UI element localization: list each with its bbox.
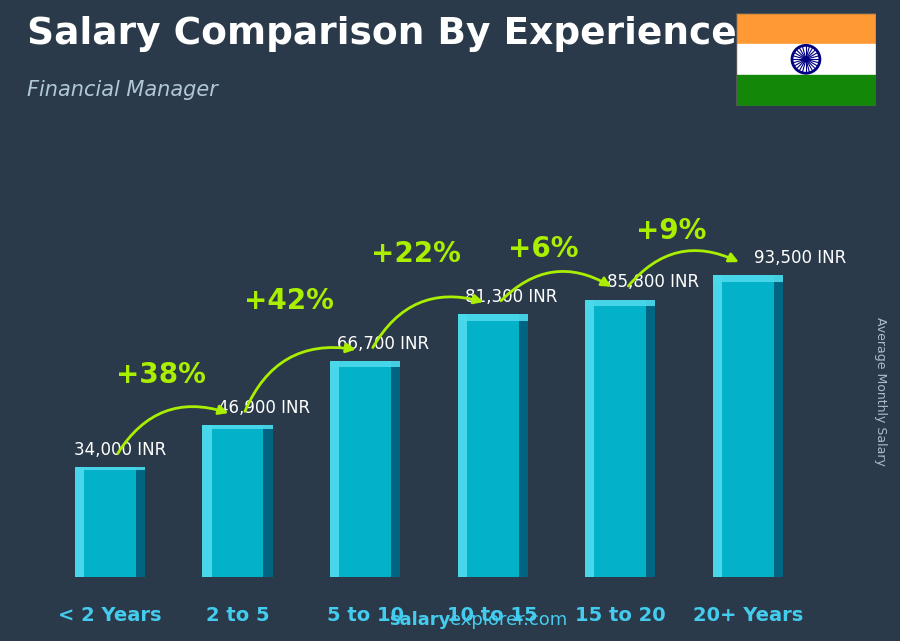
Bar: [713, 274, 783, 282]
Bar: [202, 425, 273, 577]
Bar: [391, 362, 401, 577]
Text: 15 to 20: 15 to 20: [575, 606, 665, 625]
Bar: [518, 314, 527, 577]
Text: 2 to 5: 2 to 5: [206, 606, 269, 625]
Text: Average Monthly Salary: Average Monthly Salary: [874, 317, 886, 465]
Text: +9%: +9%: [636, 217, 706, 245]
Text: 5 to 10: 5 to 10: [327, 606, 403, 625]
Bar: [457, 314, 527, 320]
Bar: [75, 467, 84, 577]
Text: +22%: +22%: [371, 240, 461, 269]
Text: 85,800 INR: 85,800 INR: [608, 274, 699, 292]
Bar: [202, 425, 273, 429]
Bar: [736, 75, 876, 106]
Text: 93,500 INR: 93,500 INR: [754, 249, 846, 267]
Text: +42%: +42%: [244, 287, 333, 315]
Text: Salary Comparison By Experience: Salary Comparison By Experience: [27, 16, 737, 52]
Text: 34,000 INR: 34,000 INR: [74, 441, 166, 459]
Bar: [585, 299, 655, 306]
Bar: [713, 274, 783, 577]
Text: < 2 Years: < 2 Years: [58, 606, 162, 625]
Text: 66,700 INR: 66,700 INR: [337, 335, 429, 353]
Bar: [330, 362, 339, 577]
Bar: [330, 362, 400, 577]
Text: +38%: +38%: [116, 361, 206, 389]
Bar: [330, 362, 400, 367]
Text: 46,900 INR: 46,900 INR: [219, 399, 310, 417]
Text: Financial Manager: Financial Manager: [27, 80, 218, 100]
Bar: [264, 425, 273, 577]
Bar: [736, 44, 876, 75]
Bar: [75, 467, 145, 577]
Bar: [136, 467, 145, 577]
Bar: [774, 274, 783, 577]
Bar: [646, 299, 655, 577]
Text: salary: salary: [389, 612, 450, 629]
Text: explorer.com: explorer.com: [450, 612, 567, 629]
Bar: [713, 274, 722, 577]
Text: 10 to 15: 10 to 15: [447, 606, 538, 625]
Text: 81,300 INR: 81,300 INR: [464, 288, 557, 306]
Bar: [75, 467, 145, 470]
Text: +6%: +6%: [508, 235, 579, 263]
Bar: [457, 314, 527, 577]
Bar: [585, 299, 655, 577]
Bar: [457, 314, 466, 577]
Text: 20+ Years: 20+ Years: [693, 606, 803, 625]
Bar: [202, 425, 211, 577]
Bar: [585, 299, 594, 577]
Circle shape: [804, 57, 808, 62]
Bar: [736, 13, 876, 44]
